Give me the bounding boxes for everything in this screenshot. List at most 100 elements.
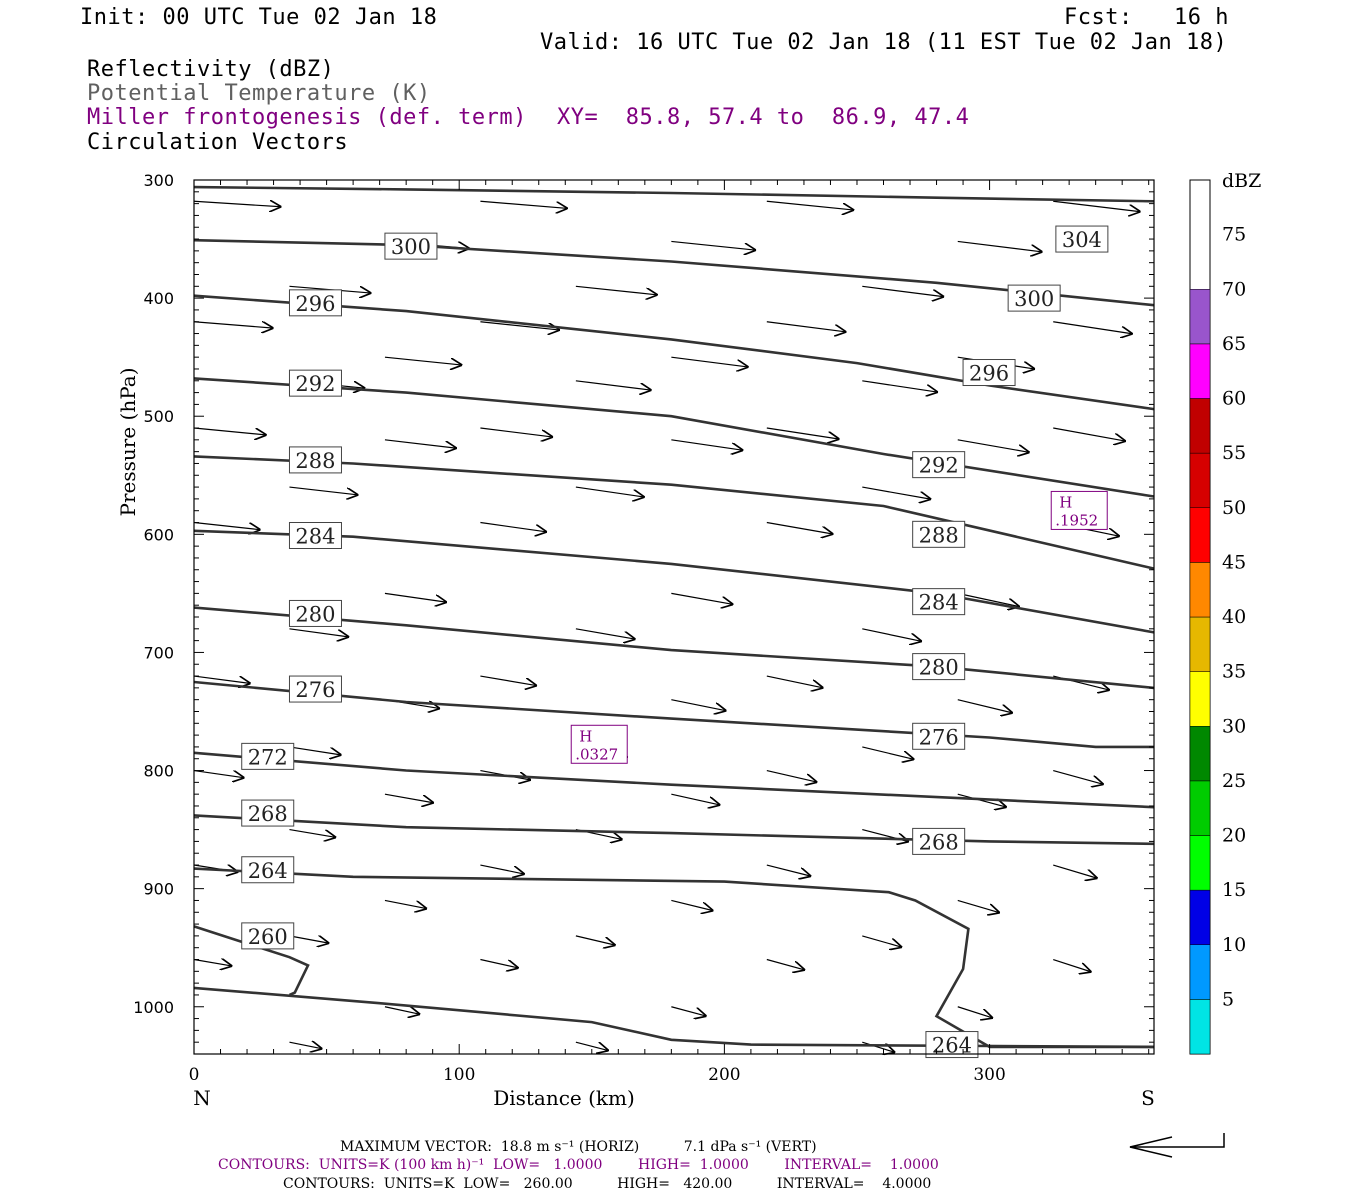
y-tick-label: 1000 — [133, 998, 174, 1017]
contour-label-box — [288, 446, 342, 474]
field-circulation-vectors: Circulation Vectors — [87, 130, 349, 155]
contour-label-box — [912, 520, 966, 548]
circulation-vector — [193, 960, 232, 967]
y-tick-label: 900 — [143, 880, 174, 899]
x-tick-label: 100 — [443, 1065, 475, 1085]
circulation-vector — [289, 1042, 322, 1049]
colorbar-swatch — [1189, 398, 1211, 454]
circulation-vector — [480, 200, 567, 208]
circulation-vector — [384, 356, 462, 365]
x-tick-label: 300 — [973, 1065, 1005, 1085]
frontogenesis-max-box — [570, 724, 628, 764]
circulation-vector — [575, 628, 636, 639]
frontogenesis-contour-note: CONTOURS: UNITS=K (100 km h)⁻¹ LOW= 1.00… — [218, 1157, 939, 1173]
circulation-vector — [384, 899, 427, 908]
colorbar-label: 35 — [1222, 661, 1246, 683]
circulation-vector — [480, 427, 553, 437]
circulation-vector — [1053, 200, 1140, 211]
circulation-vector — [193, 521, 261, 530]
contour-label-box — [962, 359, 1016, 387]
colorbar-label: 25 — [1222, 770, 1246, 792]
colorbar-label: 60 — [1222, 388, 1246, 410]
circulation-vector — [289, 746, 341, 755]
contour-label: 300 — [391, 235, 431, 259]
circulation-vector — [766, 427, 840, 439]
colorbar-swatch — [1189, 780, 1211, 836]
circulation-vector — [766, 958, 805, 971]
theta-contour-note: CONTOURS: UNITS=K LOW= 260.00 HIGH= 420.… — [283, 1176, 932, 1192]
x-tick-label: 200 — [708, 1065, 740, 1085]
circulation-vector — [1053, 769, 1104, 785]
circulation-vector — [766, 864, 811, 876]
circulation-vector — [671, 899, 713, 910]
colorbar-label: 70 — [1222, 278, 1246, 300]
circulation-vector — [193, 769, 245, 778]
contour-labels: 300 304 296 300 292 296 288 292 284 288 280 284 276 2… — [241, 225, 1109, 1059]
colorbar-swatch — [1189, 671, 1211, 727]
valid-time: Valid: 16 UTC Tue 02 Jan 18 (11 EST Tue … — [540, 30, 1228, 55]
circulation-vector — [862, 628, 922, 642]
axes: 300 400 500 600 700 800 900 1000 0 100 200 300 Dista… — [116, 171, 1155, 1110]
colorbar-label: 30 — [1222, 715, 1246, 737]
contour-label-box — [912, 588, 966, 616]
circulation-vector — [480, 521, 547, 532]
circulation-vector — [671, 699, 726, 711]
circulation-vector — [575, 486, 645, 497]
contour-label-box — [1055, 225, 1109, 253]
theta-contour — [193, 294, 1155, 411]
contour-label: 284 — [295, 525, 335, 549]
y-tick-label: 800 — [143, 762, 174, 781]
colorbar-swatch — [1189, 616, 1211, 672]
contour-label: 292 — [295, 372, 335, 396]
colorbar-swatch — [1189, 999, 1211, 1055]
colorbar-swatch — [1189, 944, 1211, 1000]
y-tick-label: 600 — [143, 525, 174, 544]
circulation-vector — [480, 958, 518, 969]
frontogenesis-max-value: .0327 — [575, 745, 618, 763]
circulation-vector — [289, 628, 349, 637]
circulation-vector — [193, 321, 274, 328]
circulation-vector — [671, 240, 756, 250]
contour-label-box — [288, 599, 342, 627]
contour-label-box — [912, 722, 966, 750]
circulation-vector — [671, 592, 733, 604]
contour-label: 268 — [248, 802, 288, 826]
colorbar-label: 55 — [1222, 442, 1246, 464]
circulation-vector — [575, 285, 658, 295]
contour-label-box — [288, 675, 342, 703]
reference-vector-head — [1129, 1136, 1173, 1158]
field-frontogenesis: Miller frontogenesis (def. term) — [87, 105, 527, 130]
colorbar-label: 50 — [1222, 497, 1246, 519]
circulation-vector — [575, 935, 616, 945]
circulation-vector — [766, 675, 824, 688]
frontogenesis-max-value: .1952 — [1055, 511, 1098, 529]
reference-vector — [1129, 1133, 1225, 1158]
frontogenesis-max-label: H — [579, 727, 592, 745]
y-tick-label: 500 — [143, 407, 174, 426]
circulation-vector — [862, 285, 944, 296]
circulation-vector — [289, 829, 336, 838]
circulation-vector — [957, 1006, 993, 1018]
colorbar: 5 10 15 20 25 30 35 40 45 50 55 60 65 70 75 dBZ — [1189, 170, 1261, 1055]
x-tick-label: 0 — [189, 1065, 200, 1085]
contour-label: 272 — [248, 745, 288, 769]
theta-contour — [193, 680, 1154, 749]
contour-label-box — [288, 289, 342, 317]
circulation-vector — [957, 240, 1043, 251]
y-tick-label: 400 — [143, 289, 174, 308]
contour-label-box — [912, 827, 966, 855]
circulation-vector — [384, 439, 457, 448]
y-tick-label: 700 — [143, 643, 174, 662]
init-time: Init: 00 UTC Tue 02 Jan 18 — [80, 5, 438, 30]
left-endpoint-label: N — [193, 1086, 211, 1110]
circulation-vector — [1053, 321, 1133, 334]
colorbar-label: 65 — [1222, 333, 1246, 355]
circulation-vector — [289, 936, 329, 943]
contour-label: 264 — [248, 859, 288, 883]
colorbar-swatch — [1189, 562, 1211, 618]
contour-label: 276 — [919, 725, 959, 749]
circulation-vector — [766, 521, 834, 535]
max-vector-note: MAXIMUM VECTOR: 18.8 m s⁻¹ (HORIZ) 7.1 d… — [340, 1139, 817, 1155]
circulation-vector — [480, 675, 537, 686]
reference-vector-arrow — [1130, 1133, 1225, 1148]
